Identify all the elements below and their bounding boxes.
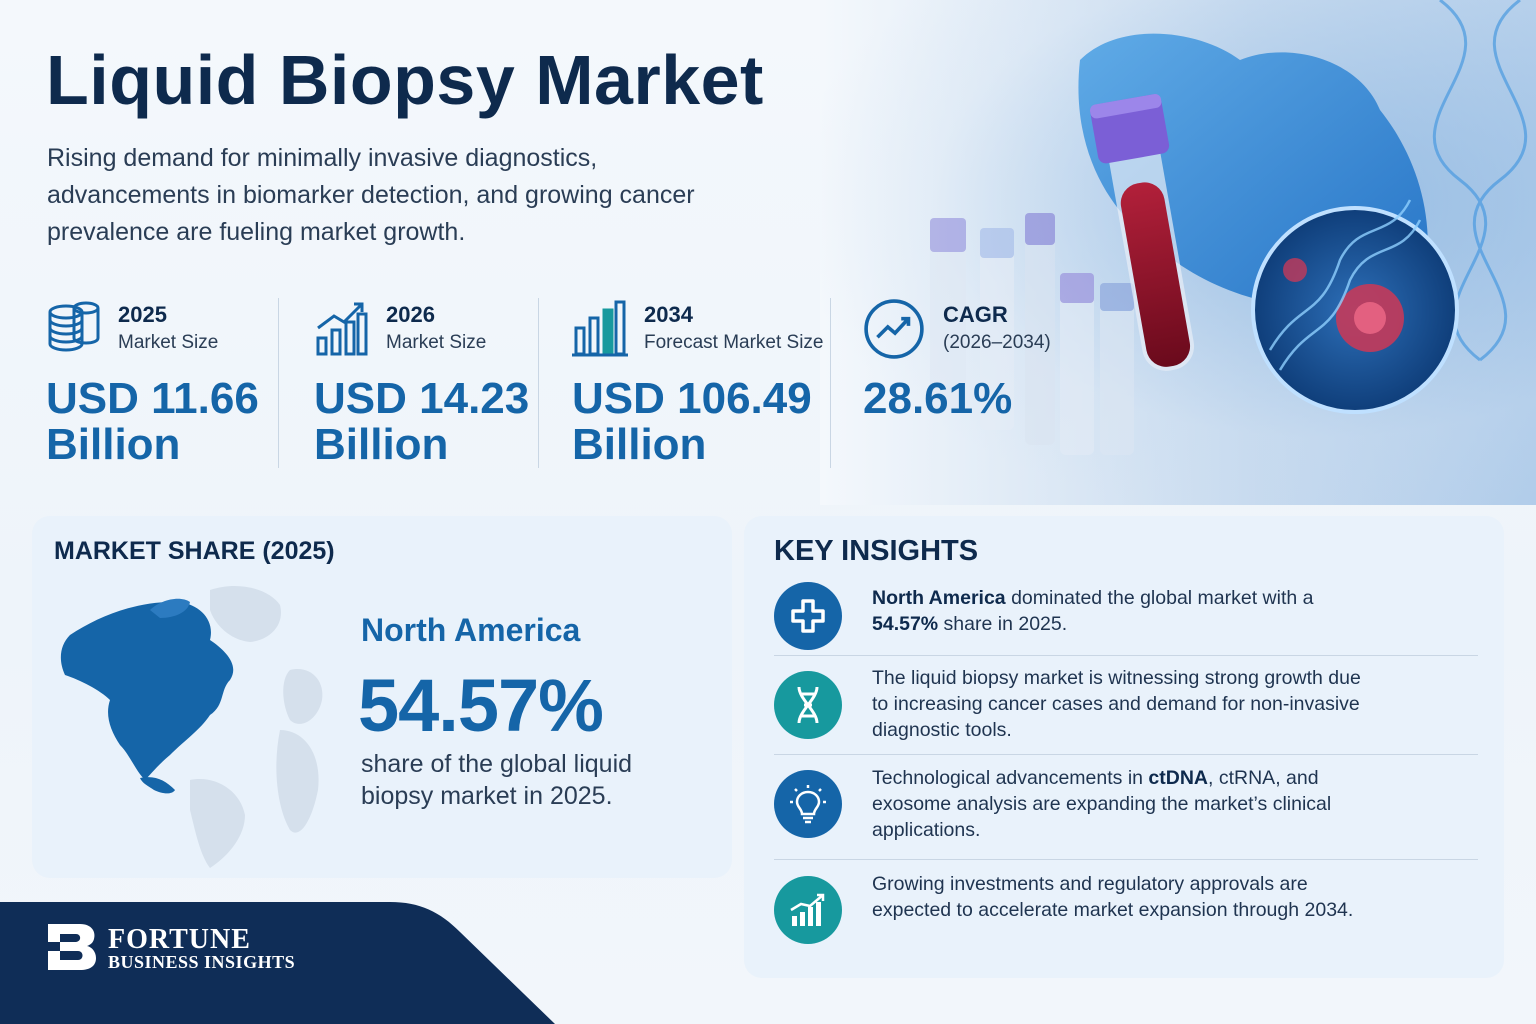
insight-bold: ctDNA [1148,767,1209,789]
insight-text-part: , ctRNA, and exosome analysis are expand… [872,767,1332,841]
stat-value-amount: USD 14.23 [314,374,530,423]
stat-2034-forecast: 2034 Forecast Market Size USD 106.49 Bil… [572,296,827,472]
stat-value: USD 14.23 Billion [314,376,529,468]
insight-divider [774,859,1478,860]
lightbulb-icon [774,770,842,838]
stat-label: Forecast Market Size [644,332,824,353]
stat-year: 2026 [386,302,435,327]
insight-text: The liquid biopsy market is witnessing s… [872,667,1361,741]
brand-footer [0,902,555,1024]
insight-bold: North America [872,587,1006,609]
stat-label: Market Size [118,332,219,353]
brand-name: FORTUNE [108,924,251,955]
bar-chart-up-icon [316,302,368,356]
stat-year: CAGR [943,302,1008,327]
stat-value-amount: USD 106.49 [572,374,812,423]
fortune-logo-icon [48,924,96,970]
stat-2026-market-size: 2026 Market Size USD 14.23 Billion [314,296,534,472]
insight-text: Technological advancements in ctDNA, ctR… [872,765,1372,843]
stat-value-amount: 28.61% [863,374,1013,423]
stat-value-amount: USD 11.66 [46,374,259,423]
insight-text-part: Technological advancements in [872,767,1149,789]
bar-chart-icon [572,300,628,357]
coins-stack-icon [48,301,100,352]
stat-year: 2025 [118,302,167,327]
insight-text: Growing investments and regulatory appro… [872,873,1354,921]
trend-circle-icon [864,299,924,359]
page-title: Liquid Biopsy Market [46,41,764,119]
stat-divider [830,298,831,468]
market-share-title: MARKET SHARE (2025) [54,537,335,565]
insight-text: North America dominated the global marke… [872,585,1372,637]
stat-value-unit: Billion [314,420,449,469]
insight-divider [774,754,1478,755]
stat-value-unit: Billion [572,420,707,469]
dna-icon [774,671,842,739]
insight-bold: 54.57% [872,613,939,635]
stat-label: Market Size [386,332,487,353]
page-subtitle: Rising demand for minimally invasive dia… [47,144,695,246]
stat-value: USD 11.66 Billion [46,376,259,468]
key-insights-panel [744,516,1504,978]
insight-text-part: share in 2025. [938,613,1068,635]
market-share-region: North America [361,612,581,648]
growth-chart-icon [774,876,842,944]
stat-year: 2034 [644,302,693,327]
key-insights-title: KEY INSIGHTS [774,535,979,567]
stat-value: USD 106.49 Billion [572,376,812,468]
stat-label: (2026–2034) [943,332,1051,353]
stat-divider [278,298,279,468]
stat-divider [538,298,539,468]
stat-value-unit: Billion [46,420,181,469]
insight-divider [774,655,1478,656]
stat-cagr: CAGR (2026–2034) 28.61% [863,296,1073,472]
stat-2025-market-size: 2025 Market Size USD 11.66 Billion [46,296,276,472]
brand-tagline: BUSINESS INSIGHTS [108,952,296,972]
market-share-percent: 54.57% [358,664,604,747]
hero-lab-image [820,0,1536,505]
stat-value: 28.61% [863,376,1012,422]
world-map-icon [60,585,323,868]
insight-text-part: dominated the global market with a [1005,587,1314,609]
medical-cross-icon [774,582,842,650]
market-share-description: share of the global liquid biopsy market… [361,750,633,810]
